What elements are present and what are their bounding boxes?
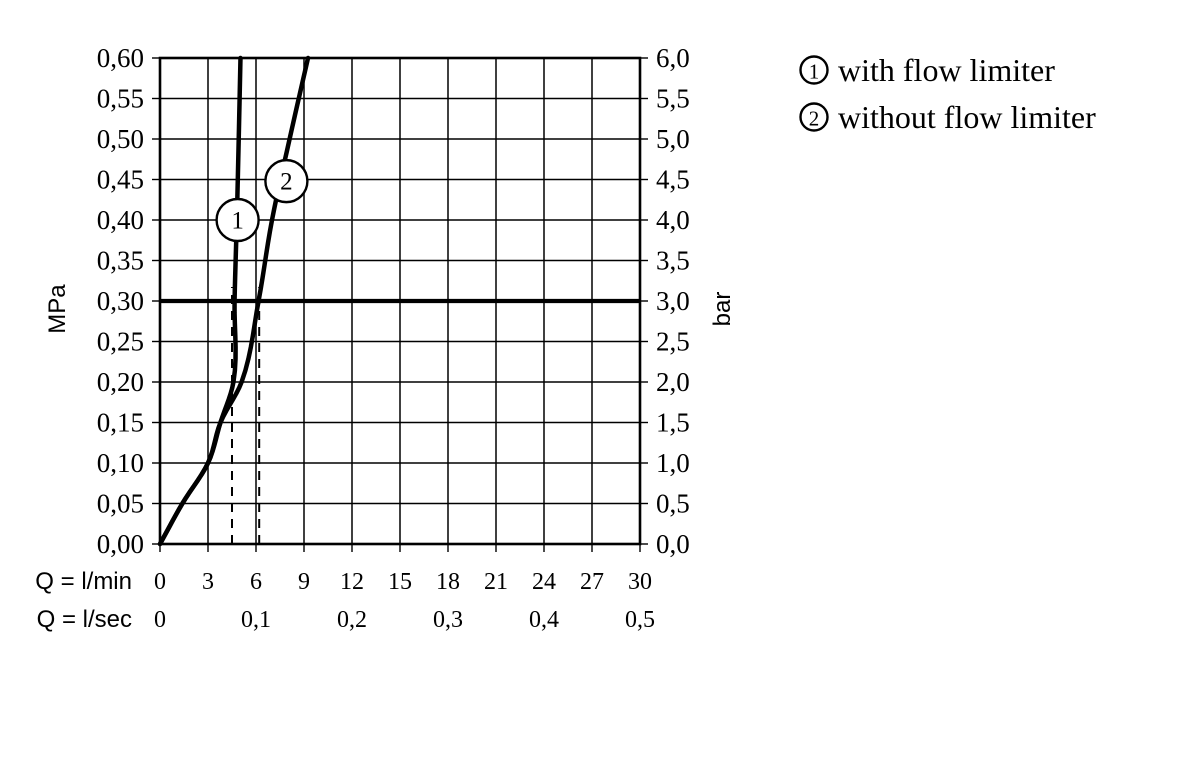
- svg-text:with flow limiter: with flow limiter: [838, 52, 1055, 88]
- svg-text:30: 30: [628, 569, 652, 595]
- svg-text:0: 0: [154, 569, 166, 595]
- svg-text:21: 21: [484, 569, 508, 595]
- svg-text:2,5: 2,5: [656, 327, 690, 357]
- svg-text:2: 2: [280, 169, 293, 196]
- svg-text:0,30: 0,30: [97, 286, 144, 316]
- svg-text:0,45: 0,45: [97, 165, 144, 195]
- svg-text:0,55: 0,55: [97, 84, 144, 114]
- svg-text:0,05: 0,05: [97, 489, 144, 519]
- svg-text:0,35: 0,35: [97, 246, 144, 276]
- svg-text:15: 15: [388, 569, 412, 595]
- svg-text:2: 2: [809, 107, 820, 131]
- svg-text:0,4: 0,4: [529, 607, 559, 633]
- svg-text:0,0: 0,0: [656, 529, 690, 559]
- svg-text:1,5: 1,5: [656, 408, 690, 438]
- svg-text:0,25: 0,25: [97, 327, 144, 357]
- svg-text:12: 12: [340, 569, 364, 595]
- svg-text:0: 0: [154, 607, 166, 633]
- svg-text:1: 1: [231, 208, 244, 235]
- svg-text:24: 24: [532, 569, 556, 595]
- svg-text:3,0: 3,0: [656, 286, 690, 316]
- svg-text:0,40: 0,40: [97, 205, 144, 235]
- svg-text:5,0: 5,0: [656, 124, 690, 154]
- svg-text:18: 18: [436, 569, 460, 595]
- svg-text:6,0: 6,0: [656, 43, 690, 73]
- svg-text:MPa: MPa: [44, 284, 71, 334]
- svg-text:0,00: 0,00: [97, 529, 144, 559]
- svg-text:0,20: 0,20: [97, 367, 144, 397]
- svg-text:3,5: 3,5: [656, 246, 690, 276]
- svg-text:without flow limiter: without flow limiter: [838, 99, 1096, 135]
- svg-text:0,5: 0,5: [656, 489, 690, 519]
- svg-text:1: 1: [809, 60, 820, 84]
- svg-text:0,50: 0,50: [97, 124, 144, 154]
- svg-text:5,5: 5,5: [656, 84, 690, 114]
- svg-text:0,1: 0,1: [241, 607, 271, 633]
- svg-text:0,5: 0,5: [625, 607, 655, 633]
- svg-text:3: 3: [202, 569, 214, 595]
- svg-text:Q = l/sec: Q = l/sec: [37, 606, 132, 633]
- svg-text:2,0: 2,0: [656, 367, 690, 397]
- svg-text:4,0: 4,0: [656, 205, 690, 235]
- svg-text:0,10: 0,10: [97, 448, 144, 478]
- svg-text:27: 27: [580, 569, 604, 595]
- svg-text:0,60: 0,60: [97, 43, 144, 73]
- svg-text:6: 6: [250, 569, 262, 595]
- svg-text:9: 9: [298, 569, 310, 595]
- svg-text:Q = l/min: Q = l/min: [35, 568, 132, 595]
- svg-text:1,0: 1,0: [656, 448, 690, 478]
- svg-text:0,15: 0,15: [97, 408, 144, 438]
- svg-text:4,5: 4,5: [656, 165, 690, 195]
- svg-text:bar: bar: [709, 292, 736, 327]
- svg-text:0,2: 0,2: [337, 607, 367, 633]
- svg-text:0,3: 0,3: [433, 607, 463, 633]
